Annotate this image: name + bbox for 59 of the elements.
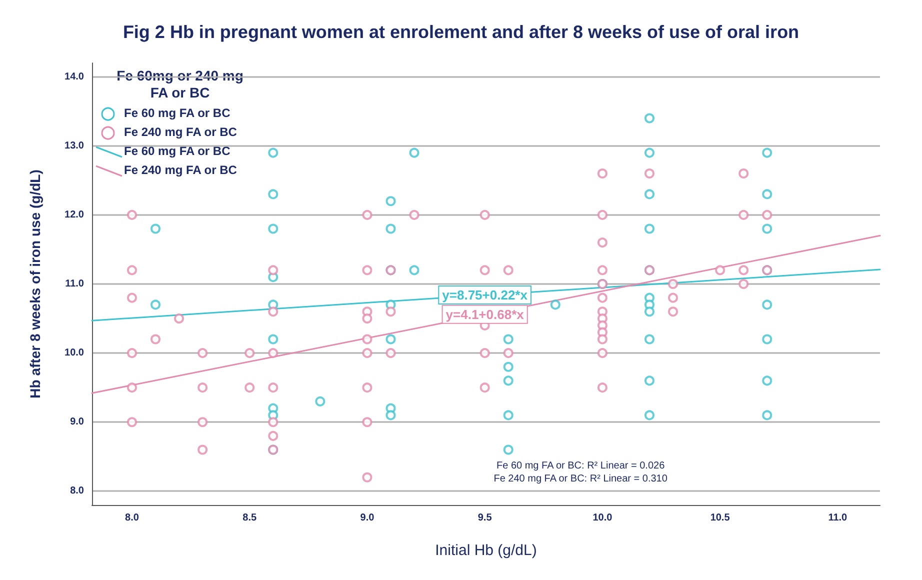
legend-label: Fe 60 mg FA or BC [124, 144, 231, 158]
point [644, 334, 654, 344]
point [315, 396, 326, 406]
x-axis-title: Initial Hb (g/dL) [435, 542, 537, 559]
x-tick-label: 9.5 [478, 512, 492, 524]
annotation: y=4.1+0.68*x [446, 306, 525, 322]
point [762, 224, 772, 234]
point [386, 224, 396, 234]
point [268, 224, 278, 234]
y-tick-label: 11.0 [65, 278, 84, 290]
x-tick-label: 8.5 [242, 512, 257, 524]
point [644, 189, 654, 200]
annotation: Fe 240 mg FA or BC: R² Linear = 0.310 [494, 474, 668, 484]
point [762, 410, 772, 420]
point [503, 362, 514, 372]
point [644, 224, 654, 234]
point [268, 189, 278, 200]
legend-label: Fe 240 mg FA or BC [124, 163, 238, 177]
y-tick-label: 10.0 [64, 348, 84, 359]
point [644, 376, 654, 386]
point [503, 444, 514, 455]
point [762, 300, 772, 310]
y-tick-label: 8.0 [70, 486, 84, 497]
point [150, 224, 161, 234]
point [644, 410, 654, 420]
point [409, 148, 420, 158]
y-tick-label: 9.0 [70, 416, 84, 428]
y-tick-label: 12.0 [64, 209, 84, 220]
point [550, 300, 560, 310]
point [644, 306, 654, 317]
x-tick-label: 10.0 [592, 512, 613, 524]
point [503, 376, 514, 386]
legend-label: Fe 240 mg FA or BC [124, 125, 238, 139]
y-axis-title: Hb after 8 weeks of iron use (g/dL) [27, 170, 43, 398]
point [644, 113, 654, 124]
point [268, 148, 278, 158]
annotation: y=8.75+0.22*x [442, 288, 528, 303]
annotation: Fe 60 mg FA or BC: R² Linear = 0.026 [496, 460, 666, 472]
x-tick-label: 8.0 [125, 512, 140, 524]
point [762, 334, 772, 344]
point [503, 410, 514, 420]
y-tick-label: 13.0 [64, 140, 84, 152]
y-tick-label: 14.0 [64, 71, 84, 82]
point [386, 334, 396, 344]
point [150, 300, 161, 310]
point [762, 376, 772, 386]
point [762, 148, 772, 158]
point [386, 410, 396, 420]
legend-label: Fe 60 mg FA or BC [124, 106, 231, 120]
point [762, 189, 772, 200]
x-tick-label: 10.5 [710, 512, 730, 524]
x-tick-label: 9.0 [360, 512, 375, 524]
x-tick-label: 11.0 [828, 512, 848, 524]
chart-title: Fig 2 Hb in pregnant women at enrolement and after 8 weeks of use of oral iron [122, 22, 800, 42]
point [268, 334, 278, 344]
point [409, 265, 420, 276]
point [644, 148, 654, 158]
point [386, 196, 396, 206]
point [503, 334, 514, 344]
